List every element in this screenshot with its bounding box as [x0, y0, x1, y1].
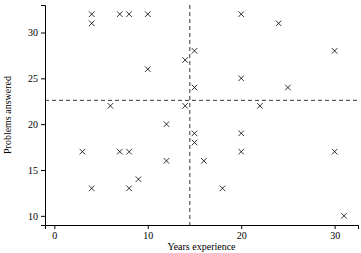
tick: 15	[28, 165, 45, 176]
tick-mark	[41, 33, 45, 34]
point	[117, 11, 123, 17]
tick-mark	[54, 225, 55, 229]
y-axis: 10 15 20 25 30	[28, 6, 46, 226]
point	[117, 149, 123, 155]
point	[145, 11, 151, 17]
tick-label: 10	[143, 230, 153, 241]
axis-line	[46, 226, 359, 230]
point	[126, 149, 132, 155]
tick-mark	[148, 225, 149, 229]
point	[332, 48, 338, 54]
point	[192, 85, 198, 91]
point	[238, 11, 244, 17]
point	[182, 103, 188, 109]
point	[238, 149, 244, 155]
tick-label: 15	[28, 165, 38, 176]
tick-label: 25	[28, 73, 38, 84]
point	[238, 131, 244, 137]
point	[80, 149, 86, 155]
point	[108, 103, 114, 109]
y-axis-title: Problems answered	[2, 76, 13, 154]
reference-line-x	[189, 5, 190, 225]
point	[164, 158, 170, 164]
tick-mark	[241, 225, 242, 229]
point	[341, 213, 347, 219]
point	[89, 21, 95, 27]
axis-line	[41, 6, 46, 226]
point	[192, 140, 198, 146]
point	[285, 85, 291, 91]
tick: 25	[28, 73, 45, 84]
tick: 20	[28, 119, 45, 130]
point	[182, 57, 188, 63]
point	[89, 11, 95, 17]
point	[126, 11, 132, 17]
tick-mark	[41, 170, 45, 171]
tick-label: 20	[28, 119, 38, 130]
point	[192, 131, 198, 137]
marks	[45, 5, 358, 225]
tick-mark	[335, 225, 336, 229]
tick-mark	[41, 78, 45, 79]
tick: 20	[237, 225, 247, 241]
tick-label: 0	[52, 230, 57, 241]
reference-line-y	[45, 100, 358, 101]
point	[145, 66, 151, 72]
tick-mark	[41, 216, 45, 217]
tick: 0	[52, 225, 57, 241]
point	[238, 76, 244, 82]
point	[257, 103, 263, 109]
point	[220, 186, 226, 192]
tick-label: 30	[330, 230, 340, 241]
chart: 0 10 20 30 10 15 20 25 30 Years experience Problem…	[0, 0, 361, 253]
point	[89, 186, 95, 192]
plot: 0 10 20 30 10 15 20 25 30	[28, 5, 359, 241]
tick: 30	[28, 27, 45, 38]
point	[164, 121, 170, 127]
tick: 10	[143, 225, 153, 241]
tick-mark	[41, 124, 45, 125]
tick-label: 20	[237, 230, 247, 241]
x-axis: 0 10 20 30	[46, 225, 359, 241]
point	[126, 186, 132, 192]
point	[201, 158, 207, 164]
tick-label: 10	[28, 211, 38, 222]
x-axis-title: Years experience	[167, 241, 236, 252]
point	[332, 149, 338, 155]
point	[136, 176, 142, 182]
tick-label: 30	[28, 27, 38, 38]
point	[276, 21, 282, 27]
tick: 10	[28, 211, 45, 222]
tick: 30	[330, 225, 340, 241]
point	[192, 48, 198, 54]
